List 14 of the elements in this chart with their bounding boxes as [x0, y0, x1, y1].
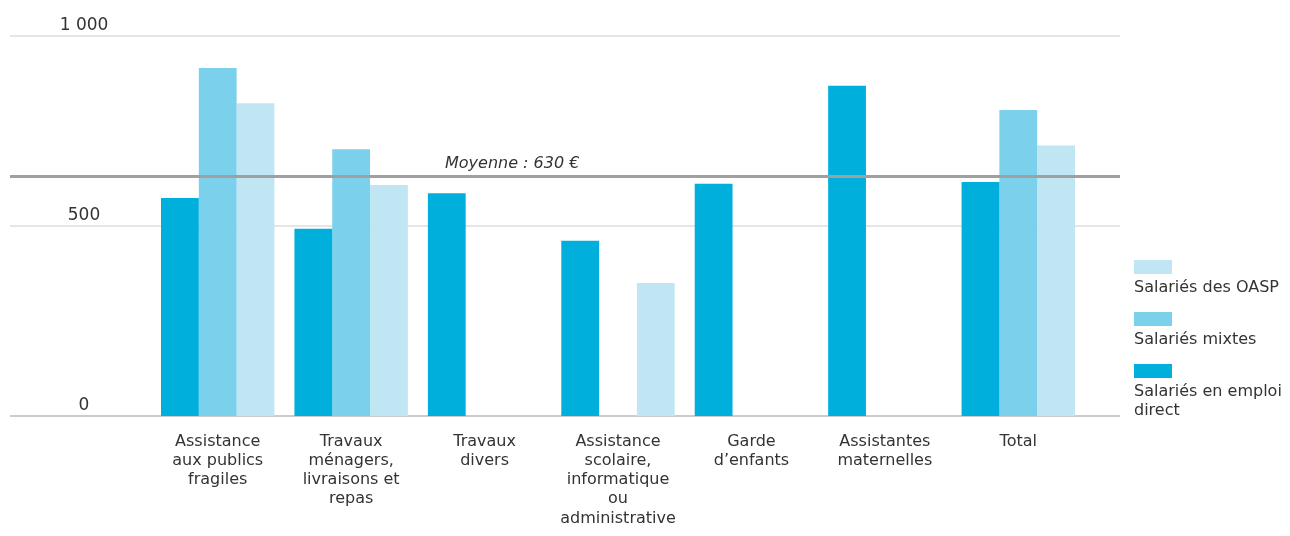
y-tick-label: 500: [67, 203, 101, 224]
x-tick-label: Travaux divers: [452, 430, 516, 469]
y-tick-label: 1 000: [59, 13, 109, 34]
x-tick-label: Travaux ménagers, livraisons et repas: [302, 430, 400, 508]
legend-label: Salariés mixtes: [1134, 329, 1258, 348]
x-tick-label: Garde d’enfants: [713, 430, 790, 469]
x-tick-label: Assistance scolaire, informatique ou administrative: [560, 430, 676, 527]
y-tick-label: 0: [78, 393, 90, 414]
x-tick-label: Assistance aux publics fragiles: [172, 430, 264, 489]
x-tick-label: Assistantes maternelles: [837, 430, 933, 469]
x-tick-label: Total: [998, 430, 1037, 450]
legend-label: Salariés des OASP: [1134, 277, 1280, 296]
legend-label: Salariés en emploi direct: [1134, 381, 1283, 419]
ref-line-label: Moyenne : 630 €: [445, 152, 580, 172]
